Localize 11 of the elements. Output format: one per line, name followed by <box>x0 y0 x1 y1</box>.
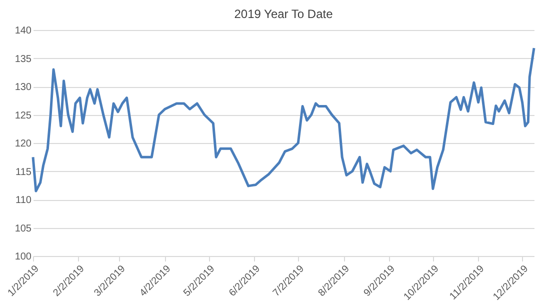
y-tick-label: 110 <box>16 195 32 206</box>
chart-title: 2019 Year To Date <box>234 7 334 21</box>
y-tick-label: 120 <box>14 138 32 150</box>
line-series <box>32 46 536 192</box>
y-tick-label: 140 <box>14 26 32 36</box>
y-tick-label: 100 <box>14 252 32 262</box>
y-tick-label: 130 <box>14 82 32 93</box>
y-tick-label: 125 <box>14 110 32 122</box>
y-tick-label: 135 <box>14 54 32 65</box>
y-tick-label: 105 <box>14 223 32 234</box>
y-tick-label: 115 <box>16 166 32 178</box>
